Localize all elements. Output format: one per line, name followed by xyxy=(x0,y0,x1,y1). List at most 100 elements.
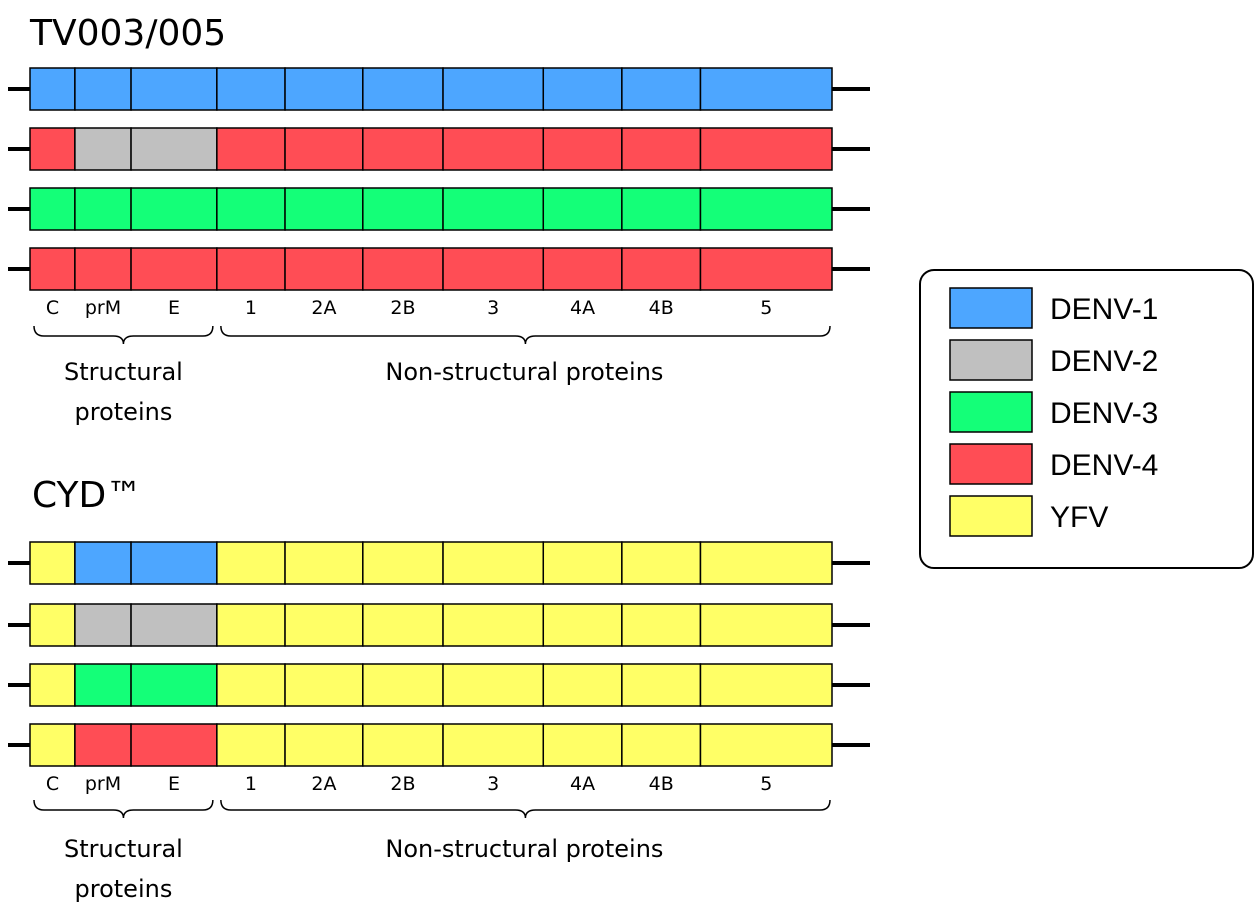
genome-segment xyxy=(362,603,444,647)
genome-segment xyxy=(542,67,623,111)
legend-label: DENV-1 xyxy=(1050,293,1158,326)
genome-segment xyxy=(29,541,76,585)
structural-brace xyxy=(33,325,214,345)
structural-label: proteins xyxy=(75,875,173,903)
genome-segment xyxy=(699,603,833,647)
genome-segment xyxy=(284,541,364,585)
genome-segment xyxy=(699,127,833,171)
genome-segment xyxy=(442,603,545,647)
genome-segment xyxy=(130,663,218,707)
genome-segment xyxy=(130,247,218,291)
genome-section: CYD™ C prM E 1 2A 2B 3 4A 4B 5 Structural proteins No… xyxy=(8,475,870,903)
protein-label: prM xyxy=(85,297,121,319)
legend-item: DENV-4 xyxy=(949,443,1158,485)
genome-segment xyxy=(442,127,545,171)
protein-label: 5 xyxy=(760,297,772,319)
genome-segment xyxy=(74,247,132,291)
protein-label: 4B xyxy=(649,297,674,319)
legend-label: DENV-4 xyxy=(1050,449,1158,482)
genome-segment xyxy=(442,187,545,231)
genome-row xyxy=(8,67,870,111)
genome-segment xyxy=(216,663,286,707)
genome-segment xyxy=(74,187,132,231)
protein-label: 1 xyxy=(245,773,257,795)
genome-segment xyxy=(74,541,132,585)
genome-segment xyxy=(621,247,702,291)
genome-segment xyxy=(29,127,76,171)
legend-label: DENV-2 xyxy=(1050,345,1158,378)
genome-segment xyxy=(284,247,364,291)
protein-label: 5 xyxy=(760,773,772,795)
non-structural-label: Non-structural proteins xyxy=(385,358,663,386)
genome-segment xyxy=(130,541,218,585)
genome-segment xyxy=(130,187,218,231)
genome-segment xyxy=(284,187,364,231)
genome-segment xyxy=(216,67,286,111)
protein-label: 4A xyxy=(570,297,595,319)
legend-item: DENV-3 xyxy=(949,391,1158,433)
genome-segment xyxy=(362,187,444,231)
genome-segment xyxy=(442,541,545,585)
section-title: CYD™ xyxy=(32,475,142,516)
genome-segment xyxy=(284,723,364,767)
genome-segment xyxy=(29,67,76,111)
genome-segment xyxy=(621,663,702,707)
legend-swatch xyxy=(949,287,1033,329)
protein-label: C xyxy=(46,773,59,795)
genome-segment xyxy=(284,67,364,111)
genome-segment xyxy=(542,541,623,585)
structural-label: proteins xyxy=(75,398,173,426)
genome-segment xyxy=(130,723,218,767)
protein-label: E xyxy=(168,773,180,795)
genome-segment xyxy=(74,603,132,647)
genome-segment xyxy=(442,663,545,707)
protein-label: 3 xyxy=(487,773,499,795)
protein-label: prM xyxy=(85,773,121,795)
genome-segment xyxy=(542,127,623,171)
section-title: TV003/005 xyxy=(29,13,226,54)
genome-segment xyxy=(621,127,702,171)
legend-item: DENV-1 xyxy=(949,287,1158,329)
genome-segment xyxy=(29,187,76,231)
genome-segment xyxy=(442,247,545,291)
genome-segment xyxy=(130,67,218,111)
genome-row xyxy=(8,603,870,647)
protein-label: 2A xyxy=(311,773,336,795)
genome-segment xyxy=(29,663,76,707)
genome-segment xyxy=(542,723,623,767)
genome-row xyxy=(8,187,870,231)
genome-segment xyxy=(699,67,833,111)
genome-segment xyxy=(362,723,444,767)
genome-segment xyxy=(74,723,132,767)
genome-segment xyxy=(284,127,364,171)
genome-segment xyxy=(699,541,833,585)
non-structural-brace xyxy=(220,325,831,345)
structural-label: Structural xyxy=(64,358,183,386)
genome-segment xyxy=(362,67,444,111)
legend-label: YFV xyxy=(1050,501,1108,534)
legend-swatch xyxy=(949,391,1033,433)
genome-segment xyxy=(29,247,76,291)
genome-segment xyxy=(621,541,702,585)
genome-segment xyxy=(621,603,702,647)
genome-segment xyxy=(216,541,286,585)
genome-segment xyxy=(216,603,286,647)
non-structural-label: Non-structural proteins xyxy=(385,835,663,863)
genome-segment xyxy=(542,663,623,707)
protein-label: 4B xyxy=(649,773,674,795)
non-structural-brace xyxy=(220,799,831,819)
genome-segment xyxy=(621,187,702,231)
protein-label: 2A xyxy=(311,297,336,319)
protein-label: 4A xyxy=(570,773,595,795)
genome-segment xyxy=(130,603,218,647)
genome-segment xyxy=(621,723,702,767)
protein-label: 1 xyxy=(245,297,257,319)
genome-row xyxy=(8,663,870,707)
legend-swatch xyxy=(949,443,1033,485)
legend: DENV-1 DENV-2 DENV-3 DENV-4 YFV xyxy=(919,269,1254,569)
genome-segment xyxy=(542,603,623,647)
protein-label: 2B xyxy=(390,297,415,319)
